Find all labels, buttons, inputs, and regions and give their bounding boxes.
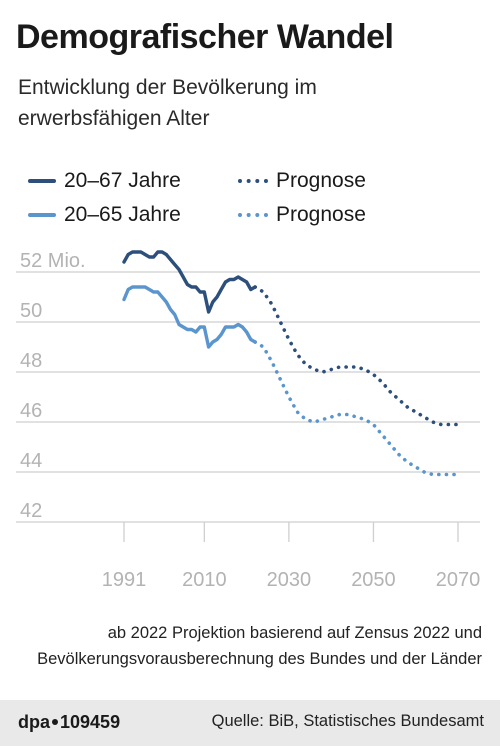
legend-swatch-20-65 bbox=[28, 213, 56, 217]
footer: dpa 109459 Quelle: BiB, Statistisches Bun… bbox=[0, 700, 500, 746]
x-tick-label-2030: 2030 bbox=[267, 569, 312, 591]
y-tick-label-44: 44 bbox=[20, 450, 42, 472]
legend-row-20-65: 20–65 Jahre Prognose bbox=[22, 200, 492, 230]
y-tick-label-50: 50 bbox=[20, 300, 42, 322]
y-tick-label-42: 42 bbox=[20, 500, 42, 522]
legend-label-prognose-20-65: Prognose bbox=[276, 203, 366, 226]
x-tick-label-2070: 2070 bbox=[436, 569, 481, 591]
x-tick-label-1991: 1991 bbox=[102, 569, 147, 591]
legend-swatch-20-67 bbox=[28, 179, 56, 183]
chart-title: Demografischer Wandel bbox=[16, 18, 394, 56]
graphic-id: 109459 bbox=[60, 712, 121, 732]
series-20-67-line bbox=[122, 250, 257, 314]
agency-name: dpa bbox=[18, 712, 51, 732]
source-credit: Quelle: BiB, Statistisches Bundesamt bbox=[211, 712, 484, 730]
x-tick-label-2050: 2050 bbox=[351, 569, 396, 591]
legend-label-prognose-20-67: Prognose bbox=[276, 169, 366, 192]
series-20-67-prognose-line bbox=[253, 285, 460, 427]
projection-note: ab 2022 Projektion basierend auf Zensus … bbox=[37, 624, 482, 668]
series-20-65-prognose-line bbox=[253, 340, 460, 477]
series-20-65-line bbox=[122, 285, 257, 349]
y-tick-label-48: 48 bbox=[20, 350, 42, 372]
legend-swatch-prognose-20-65 bbox=[238, 213, 268, 217]
agency-dot-icon bbox=[52, 718, 59, 725]
x-tick-label-2010: 2010 bbox=[182, 569, 227, 591]
y-tick-label-46: 46 bbox=[20, 400, 42, 422]
agency-credit: dpa 109459 bbox=[18, 712, 120, 733]
legend-label-20-67: 20–67 Jahre bbox=[64, 169, 181, 192]
legend-row-20-67: 20–67 Jahre Prognose bbox=[22, 166, 492, 196]
legend-label-20-65: 20–65 Jahre bbox=[64, 203, 181, 226]
chart-subtitle: Entwicklung der Bevölkerung im erwerbsfä… bbox=[18, 76, 317, 130]
legend-swatch-prognose-20-67 bbox=[238, 179, 268, 183]
line-chart: 52 Mio. 50 48 46 44 42 1991 2010 2030 2050 2070 bbox=[16, 250, 481, 591]
y-tick-label-52: 52 Mio. bbox=[20, 250, 86, 272]
legend: 20–67 Jahre Prognose 20–65 Jahre Prognos… bbox=[22, 166, 492, 236]
